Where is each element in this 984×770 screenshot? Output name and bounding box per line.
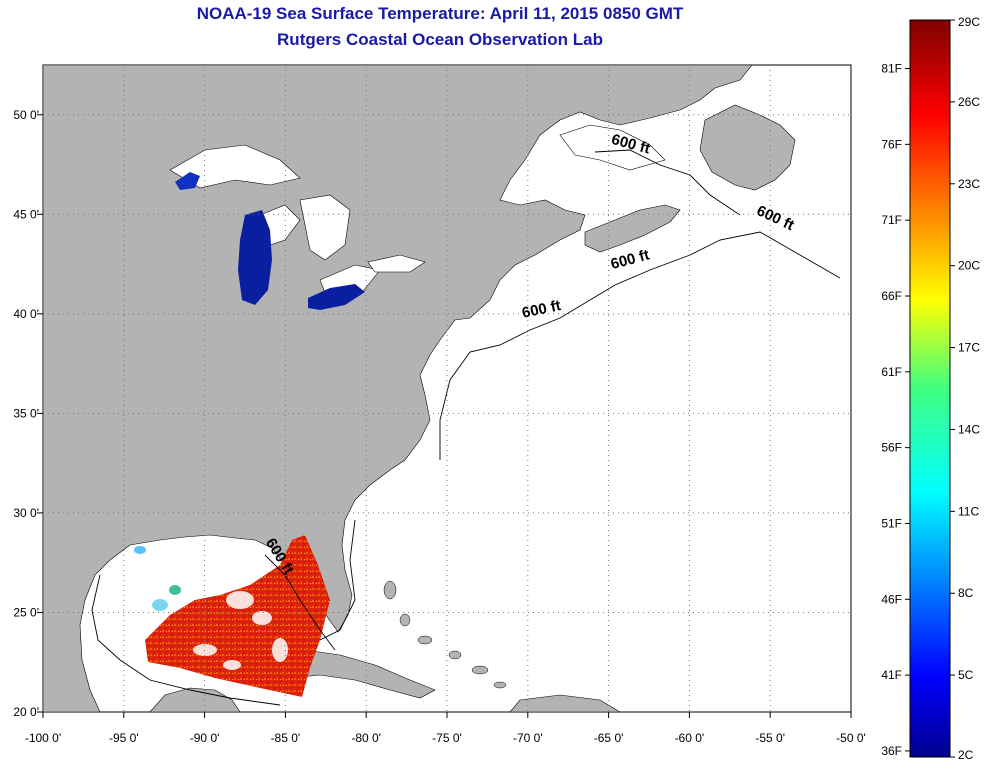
lon-tick-label: -70 0' [513, 731, 543, 745]
colorbar-fahrenheit-label: 76F [881, 137, 902, 151]
lon-tick-label: -85 0' [271, 731, 301, 745]
colorbar-celsius-label: 8C [958, 586, 974, 600]
great-lakes [169, 124, 666, 306]
colorbar-celsius-label: 17C [958, 341, 980, 355]
lake-erie-sst [308, 284, 365, 310]
colorbar-celsius-label: 5C [958, 668, 974, 682]
gulf-sst-clouds [193, 591, 288, 670]
lat-tick-label: 40 0' [13, 307, 39, 321]
lat-tick-label: 25 0' [13, 605, 39, 619]
yucatan [149, 687, 241, 712]
lat-tick-label: 45 0' [13, 207, 39, 221]
colorbar-fahrenheit-label: 56F [881, 441, 902, 455]
colorbar-fahrenheit-labels: 81F 76F 71F 66F 61F 56F 51F 46F 41F 36F [881, 62, 910, 758]
lon-tick-label: -50 0' [836, 731, 866, 745]
lon-tick-label: -90 0' [190, 731, 220, 745]
colorbar-celsius-labels: 29C 26C 23C 20C 17C 14C 11C 8C 5C 2C [950, 15, 980, 762]
colorbar-celsius-label: 29C [958, 15, 980, 29]
lon-tick-label: -65 0' [594, 731, 624, 745]
map-title: NOAA-19 Sea Surface Temperature: April 1… [196, 4, 684, 23]
lon-tick-label: -60 0' [675, 731, 705, 745]
lon-tick-label: -55 0' [755, 731, 785, 745]
lake-michigan-sst [238, 210, 272, 305]
lon-tick-label: -100 0' [25, 731, 61, 745]
lat-tick-label: 30 0' [13, 506, 39, 520]
lon-tick-label: -95 0' [109, 731, 139, 745]
colorbar-fahrenheit-label: 61F [881, 365, 902, 379]
colorbar-celsius-label: 26C [958, 95, 980, 109]
lon-tick-label: -75 0' [432, 731, 462, 745]
sst-map: -100 0' -95 0' -90 0' -85 0' -80 0' -75 0' -70… [13, 64, 866, 745]
lat-tick-label: 50 0' [13, 108, 39, 122]
colorbar-fahrenheit-label: 51F [881, 516, 902, 530]
land-mass [43, 65, 753, 712]
longitude-ticks: -100 0' -95 0' -90 0' -85 0' -80 0' -75 0' -70… [25, 712, 866, 745]
colorbar-celsius-label: 11C [958, 504, 979, 518]
colorbar-celsius-label: 20C [958, 259, 980, 273]
hispaniola [509, 694, 621, 712]
colorbar-fahrenheit-label: 36F [881, 744, 902, 758]
lon-tick-label: -80 0' [351, 731, 381, 745]
gulf-sst-edge [134, 546, 181, 611]
map-subtitle: Rutgers Coastal Ocean Observation Lab [277, 30, 603, 49]
colorbar-fahrenheit-label: 81F [881, 62, 902, 76]
colorbar-fahrenheit-label: 46F [881, 592, 902, 606]
lake-superior-sst [175, 172, 200, 190]
latitude-ticks: 50 0' 45 0' 40 0' 35 0' 30 0' 25 0' 20 0' [13, 108, 43, 719]
bahamas [383, 580, 507, 689]
colorbar-celsius-label: 23C [958, 177, 980, 191]
newfoundland [699, 104, 796, 191]
lat-tick-label: 35 0' [13, 406, 39, 420]
lat-tick-label: 20 0' [13, 705, 39, 719]
colorbar-fahrenheit-label: 66F [881, 289, 902, 303]
colorbar-gradient [909, 19, 951, 758]
colorbar-fahrenheit-label: 71F [881, 213, 902, 227]
colorbar-celsius-label: 2C [958, 748, 974, 762]
colorbar-fahrenheit-label: 41F [881, 668, 902, 682]
depth-contour-600ft [91, 149, 841, 706]
colorbar-celsius-label: 14C [958, 422, 980, 436]
